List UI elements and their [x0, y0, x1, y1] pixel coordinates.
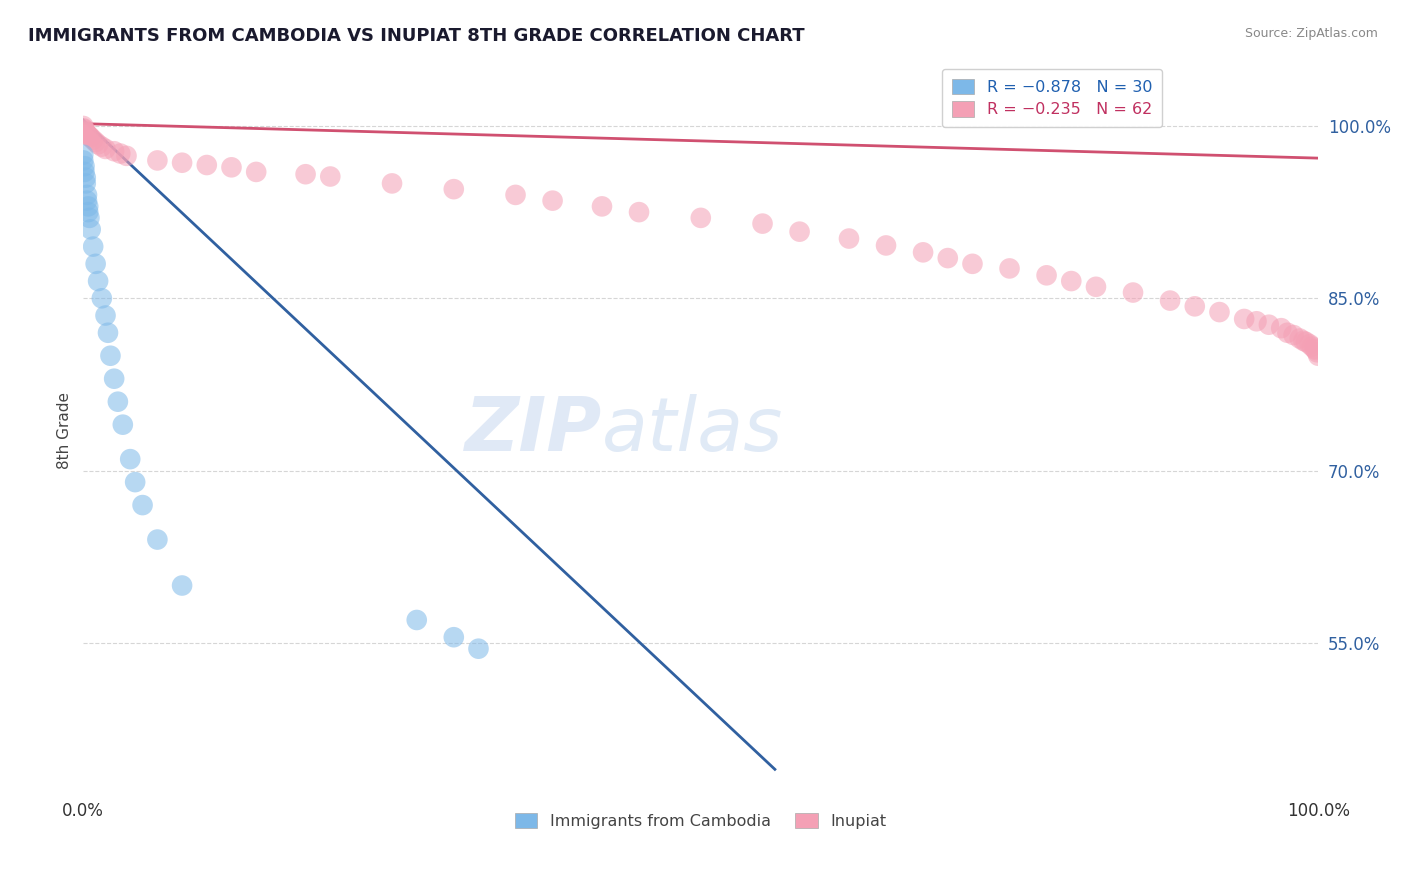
Point: [73, 165, 96, 179]
Point: [1277, 326, 1299, 340]
Point: [467, 641, 489, 656]
Point: [94, 309, 117, 323]
Text: Source: ZipAtlas.com: Source: ZipAtlas.com: [1244, 27, 1378, 40]
Point: [789, 225, 811, 239]
Point: [146, 533, 169, 547]
Point: [72, 121, 94, 136]
Point: [172, 155, 194, 169]
Point: [1246, 314, 1268, 328]
Point: [73, 123, 96, 137]
Point: [76, 187, 98, 202]
Point: [541, 194, 564, 208]
Point: [1295, 334, 1317, 349]
Point: [294, 167, 316, 181]
Point: [120, 452, 142, 467]
Point: [80, 130, 103, 145]
Point: [838, 231, 860, 245]
Point: [90, 291, 112, 305]
Point: [751, 217, 773, 231]
Point: [628, 205, 651, 219]
Point: [1159, 293, 1181, 308]
Point: [115, 149, 138, 163]
Point: [1060, 274, 1083, 288]
Point: [443, 630, 465, 644]
Point: [962, 257, 984, 271]
Point: [84, 257, 107, 271]
Point: [80, 222, 103, 236]
Point: [73, 122, 96, 136]
Point: [1233, 312, 1256, 326]
Point: [1288, 331, 1310, 345]
Point: [75, 177, 97, 191]
Point: [1308, 349, 1330, 363]
Point: [72, 153, 94, 168]
Point: [103, 145, 125, 159]
Point: [111, 417, 134, 432]
Point: [90, 139, 112, 153]
Point: [75, 126, 97, 140]
Point: [79, 211, 101, 225]
Point: [936, 251, 959, 265]
Point: [1282, 328, 1305, 343]
Point: [79, 129, 101, 144]
Point: [1270, 321, 1292, 335]
Point: [1306, 345, 1329, 359]
Point: [75, 170, 97, 185]
Point: [1301, 340, 1323, 354]
Point: [131, 498, 153, 512]
Point: [1303, 342, 1326, 356]
Point: [1184, 299, 1206, 313]
Text: ZIP: ZIP: [465, 394, 602, 467]
Legend: Immigrants from Cambodia, Inupiat: Immigrants from Cambodia, Inupiat: [509, 806, 893, 835]
Point: [443, 182, 465, 196]
Point: [73, 159, 96, 173]
Point: [75, 125, 97, 139]
Point: [94, 142, 117, 156]
Point: [87, 137, 110, 152]
Point: [100, 349, 122, 363]
Point: [103, 372, 125, 386]
Point: [1257, 318, 1279, 332]
Point: [195, 158, 218, 172]
Point: [97, 326, 120, 340]
Y-axis label: 8th Grade: 8th Grade: [58, 392, 72, 469]
Point: [319, 169, 342, 184]
Point: [77, 199, 100, 213]
Point: [998, 261, 1021, 276]
Point: [689, 211, 711, 225]
Point: [82, 133, 104, 147]
Point: [875, 238, 897, 252]
Point: [1305, 343, 1327, 357]
Point: [591, 199, 613, 213]
Point: [405, 613, 427, 627]
Point: [76, 194, 98, 208]
Point: [72, 119, 94, 133]
Point: [146, 153, 169, 168]
Point: [221, 161, 243, 175]
Point: [245, 165, 267, 179]
Point: [505, 187, 527, 202]
Text: atlas: atlas: [602, 394, 783, 467]
Point: [1292, 334, 1315, 348]
Point: [912, 245, 935, 260]
Point: [172, 578, 194, 592]
Point: [1208, 305, 1230, 319]
Point: [84, 135, 107, 149]
Point: [76, 127, 98, 141]
Point: [1122, 285, 1144, 300]
Point: [124, 475, 146, 489]
Point: [381, 177, 404, 191]
Point: [110, 146, 132, 161]
Point: [87, 274, 110, 288]
Point: [82, 239, 104, 253]
Point: [77, 205, 100, 219]
Point: [77, 128, 100, 143]
Point: [1085, 280, 1108, 294]
Point: [1035, 268, 1057, 283]
Point: [107, 394, 129, 409]
Text: IMMIGRANTS FROM CAMBODIA VS INUPIAT 8TH GRADE CORRELATION CHART: IMMIGRANTS FROM CAMBODIA VS INUPIAT 8TH …: [28, 27, 804, 45]
Point: [1298, 337, 1320, 351]
Point: [72, 147, 94, 161]
